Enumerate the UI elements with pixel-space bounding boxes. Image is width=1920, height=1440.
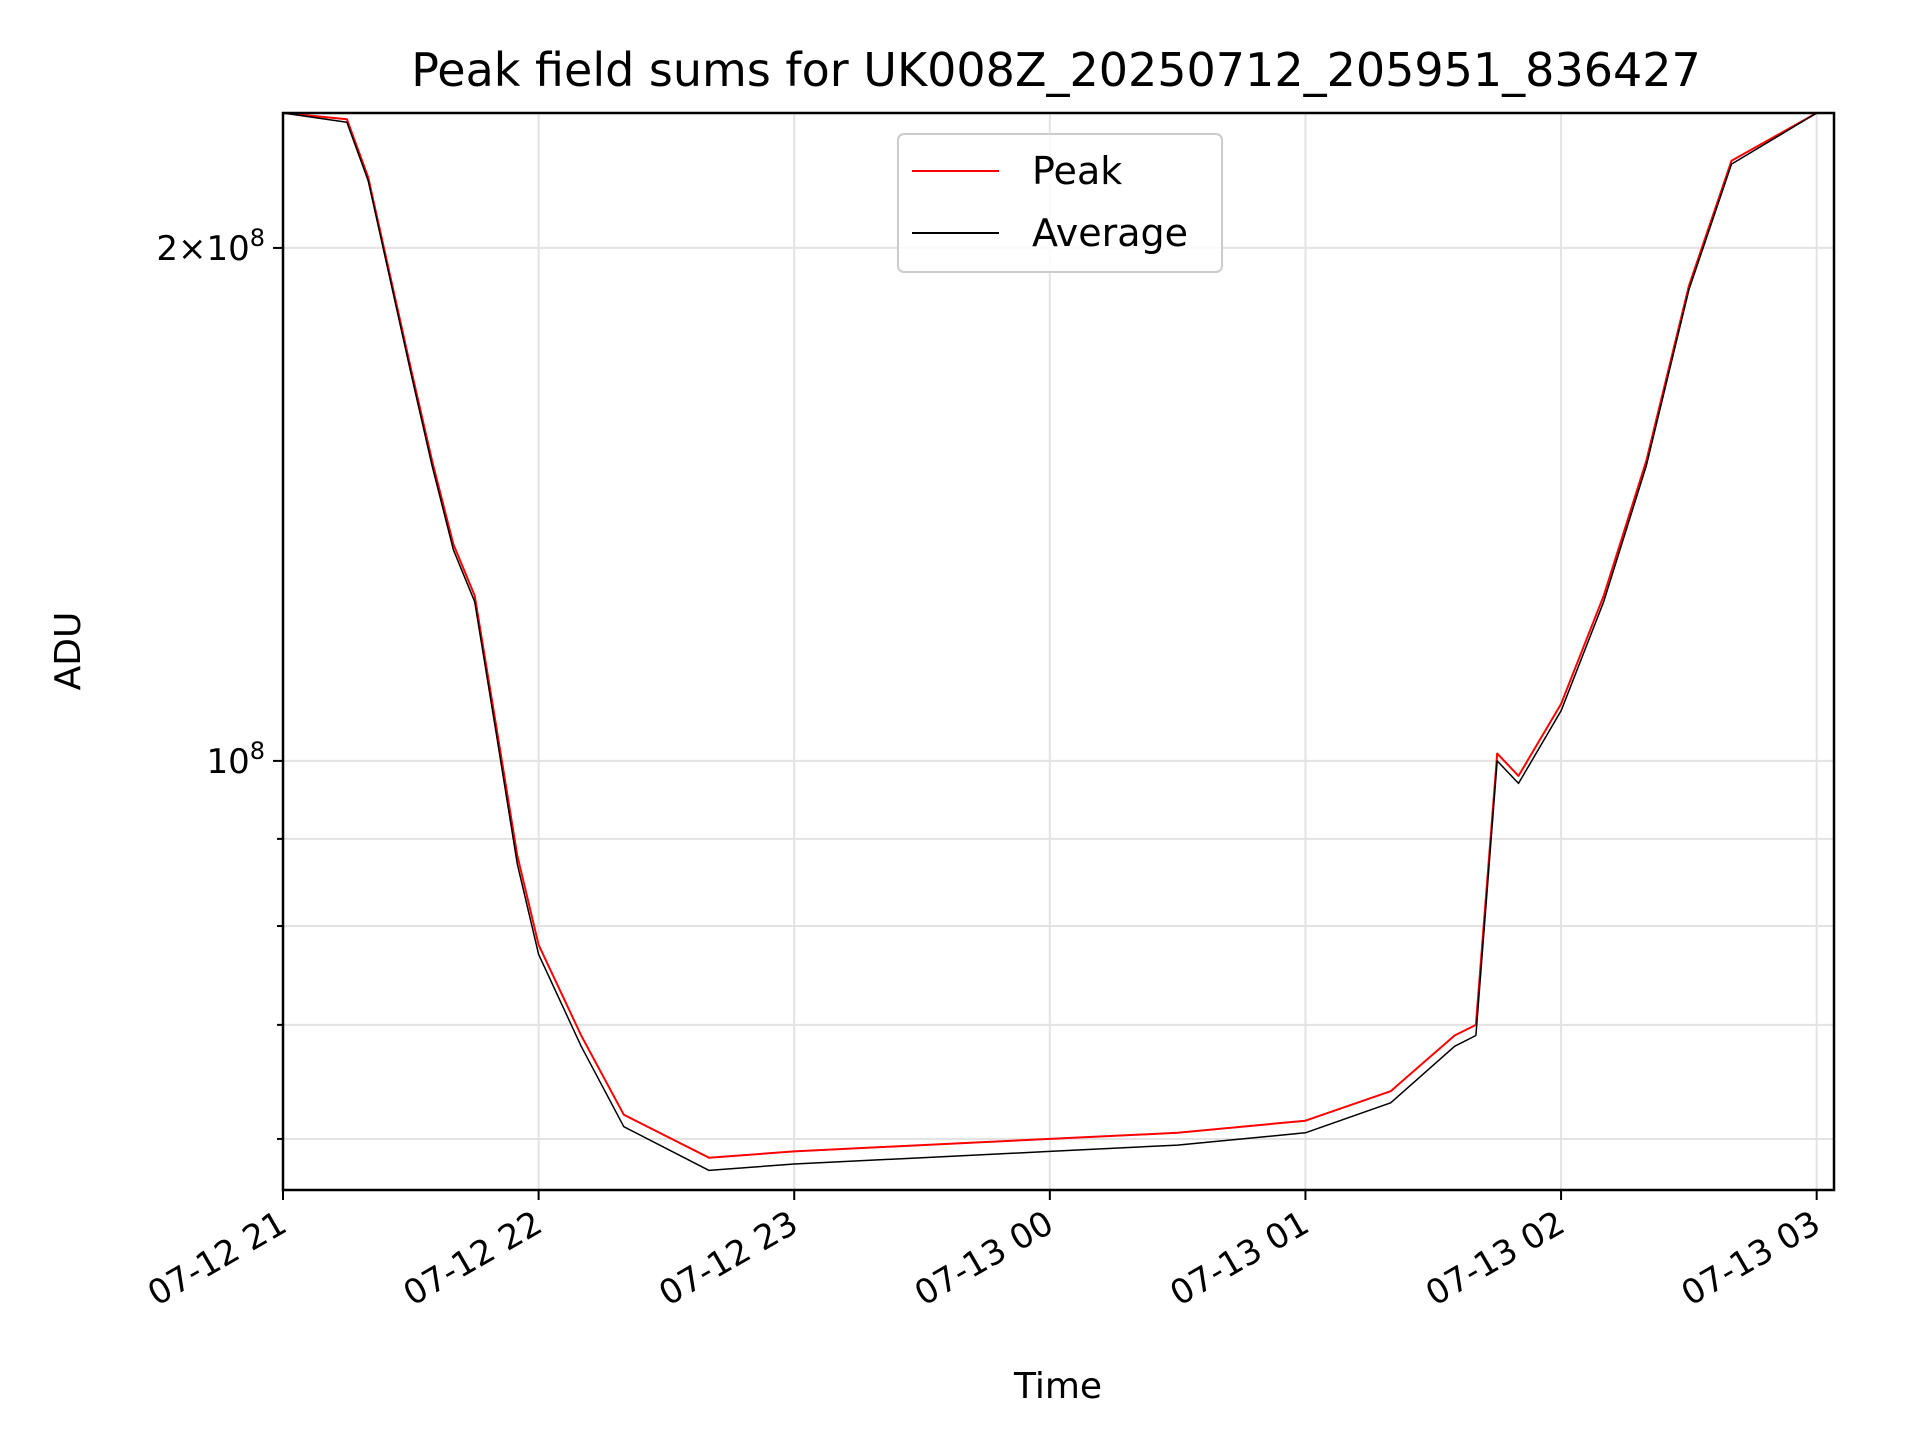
y-tick-label: 2×108 — [156, 224, 265, 269]
series-layer — [282, 112, 1818, 1172]
legend-label-average: Average — [1032, 211, 1188, 255]
y-axis-label: ADU — [48, 612, 89, 691]
plot-frame — [281, 111, 1836, 1192]
x-axis-label: Time — [1013, 1366, 1102, 1407]
series-line-peak — [282, 112, 1818, 1159]
legend-box — [897, 133, 1223, 273]
series-line-average — [282, 112, 1818, 1172]
legend: Peak Average — [897, 133, 1223, 273]
chart-title: Peak field sums for UK008Z_20250712_2059… — [411, 43, 1701, 97]
legend-label-peak: Peak — [1032, 149, 1122, 193]
